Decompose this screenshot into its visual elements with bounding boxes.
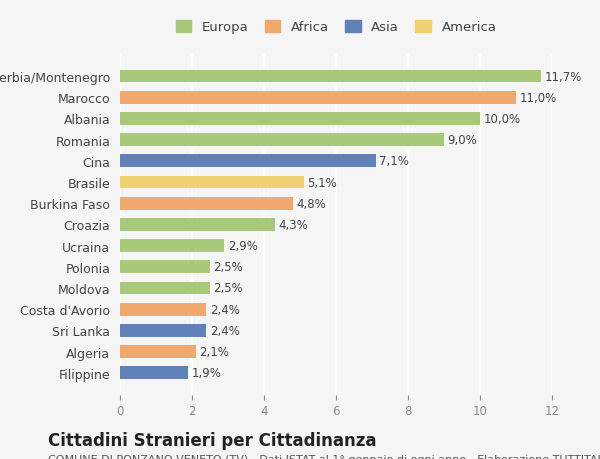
Text: 11,7%: 11,7% (545, 70, 582, 84)
Text: 7,1%: 7,1% (379, 155, 409, 168)
Bar (120, 92, 516, 104)
Bar (120, 261, 210, 274)
Text: 2,4%: 2,4% (210, 324, 240, 337)
Text: 2,1%: 2,1% (199, 345, 229, 358)
Text: 9,0%: 9,0% (448, 134, 478, 147)
Text: COMUNE DI PONZANO VENETO (TV) - Dati ISTAT al 1° gennaio di ogni anno - Elaboraz: COMUNE DI PONZANO VENETO (TV) - Dati IST… (48, 454, 600, 459)
Bar (120, 218, 275, 231)
Text: 4,8%: 4,8% (296, 197, 326, 210)
Bar (120, 134, 444, 147)
Legend: Europa, Africa, Asia, America: Europa, Africa, Asia, America (176, 21, 496, 34)
Bar (120, 282, 210, 295)
Bar (120, 71, 541, 83)
Bar (120, 325, 206, 337)
Text: 2,5%: 2,5% (214, 261, 244, 274)
Bar (120, 367, 188, 379)
Bar (120, 303, 206, 316)
Bar (120, 240, 224, 252)
Text: 5,1%: 5,1% (307, 176, 337, 189)
Text: 2,5%: 2,5% (214, 282, 244, 295)
Bar (120, 113, 480, 125)
Text: Cittadini Stranieri per Cittadinanza: Cittadini Stranieri per Cittadinanza (48, 431, 377, 449)
Text: 4,3%: 4,3% (278, 218, 308, 231)
Text: 2,9%: 2,9% (228, 240, 258, 252)
Bar (120, 176, 304, 189)
Bar (120, 346, 196, 358)
Text: 10,0%: 10,0% (484, 112, 521, 126)
Text: 1,9%: 1,9% (192, 366, 222, 380)
Bar (120, 155, 376, 168)
Bar (120, 197, 293, 210)
Text: 2,4%: 2,4% (210, 303, 240, 316)
Text: 11,0%: 11,0% (520, 91, 557, 105)
